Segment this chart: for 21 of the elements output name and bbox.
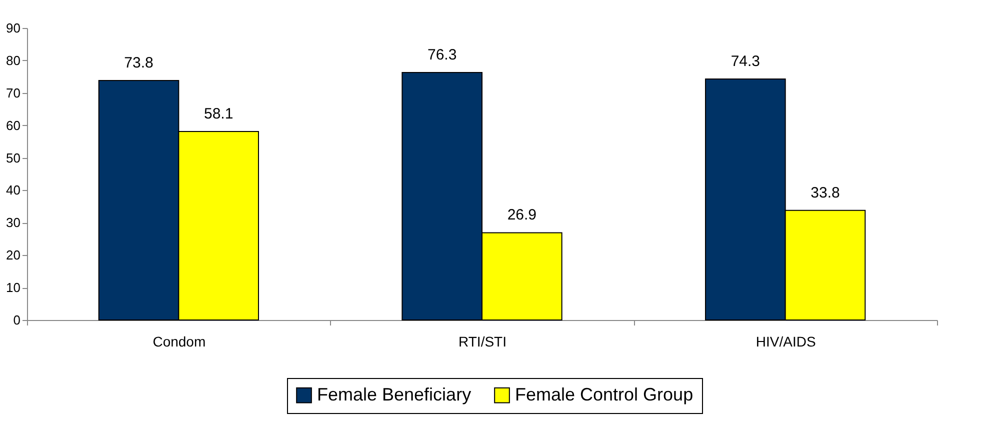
legend-label: Female Control Group bbox=[515, 384, 694, 404]
y-tick-label: 60 bbox=[6, 118, 20, 133]
y-tick-label: 0 bbox=[13, 312, 20, 328]
x-tick-label: Condom bbox=[152, 334, 206, 350]
y-tick-label: 90 bbox=[6, 20, 20, 36]
y-tick-label: 10 bbox=[6, 280, 20, 296]
y-tick-label: 30 bbox=[6, 215, 20, 230]
data-label: 74.3 bbox=[730, 52, 760, 70]
y-tick-label: 20 bbox=[6, 248, 20, 263]
x-tick-label: RTI/STI bbox=[458, 334, 506, 350]
x-tick-label: HIV/AIDS bbox=[756, 334, 816, 350]
y-tick-label: 80 bbox=[6, 52, 20, 68]
data-label: 33.8 bbox=[810, 184, 840, 202]
data-label: 73.8 bbox=[124, 54, 154, 72]
data-label: 58.1 bbox=[204, 106, 234, 122]
y-tick-label: 70 bbox=[6, 85, 20, 100]
data-label: 26.9 bbox=[507, 206, 537, 224]
data-label: 76.3 bbox=[427, 46, 457, 64]
y-tick-label: 40 bbox=[6, 182, 20, 198]
legend-label: Female Beneficiary bbox=[317, 384, 472, 404]
y-tick-label: 50 bbox=[6, 150, 20, 166]
